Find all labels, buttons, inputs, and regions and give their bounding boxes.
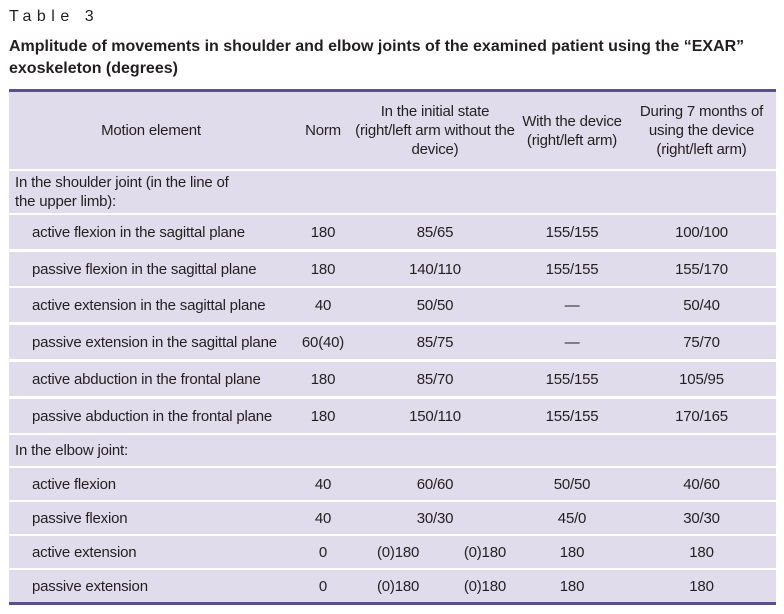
table-row: active flexion 40 60/60 50/50 40/60 xyxy=(9,468,776,500)
table-row: passive extension 0 (0)180 (0)180 180 18… xyxy=(9,570,776,602)
table-row: active extension in the sagittal plane 4… xyxy=(9,288,776,322)
cell-motion: passive abduction in the frontal plane xyxy=(32,407,273,425)
cell-initial-left: (0)180 xyxy=(463,543,506,561)
cell-initial: 30/30 xyxy=(416,509,454,527)
cell-norm: 0 xyxy=(318,577,328,595)
cell-initial: 85/75 xyxy=(416,333,454,351)
cell-months: 75/70 xyxy=(683,333,720,351)
table-row: passive extension in the sagittal plane … xyxy=(9,325,776,359)
cell-initial: 50/50 xyxy=(416,296,454,314)
cell-initial-right: (0)180 xyxy=(377,543,420,561)
cell-norm: 40 xyxy=(314,509,332,527)
cell-norm: 180 xyxy=(310,407,336,425)
cell-device: 50/50 xyxy=(553,475,591,493)
cell-months: 50/40 xyxy=(683,296,720,314)
cell-device: 155/155 xyxy=(545,370,599,388)
cell-initial: (0)180 (0)180 xyxy=(353,536,517,568)
cell-months: 180 xyxy=(689,577,714,595)
table-row: passive abduction in the frontal plane 1… xyxy=(9,399,776,433)
cell-motion: active extension in the sagittal plane xyxy=(32,296,266,314)
cell-motion: passive flexion in the sagittal plane xyxy=(32,260,257,278)
cell-initial: 140/110 xyxy=(409,260,461,278)
cell-device: 155/155 xyxy=(545,223,599,241)
cell-device: 180 xyxy=(559,543,585,561)
cell-norm: 180 xyxy=(310,223,336,241)
cell-norm: 180 xyxy=(310,260,336,278)
cell-device: — xyxy=(564,333,580,351)
cell-motion: passive extension in the sagittal plane xyxy=(32,333,277,351)
cell-initial: 85/65 xyxy=(416,223,454,241)
cell-device: 155/155 xyxy=(545,407,599,425)
header-motion-element: Motion element xyxy=(101,122,201,139)
cell-months: 180 xyxy=(689,543,714,561)
cell-motion: passive extension xyxy=(32,577,148,595)
cell-months: 30/30 xyxy=(683,509,720,527)
table-row: passive flexion in the sagittal plane 18… xyxy=(9,252,776,286)
table-label: Table 3 xyxy=(9,8,100,25)
table-row: active flexion in the sagittal plane 180… xyxy=(9,215,776,249)
cell-months: 100/100 xyxy=(675,223,728,241)
section-label-elbow: In the elbow joint: xyxy=(15,442,128,459)
cell-norm: 0 xyxy=(318,543,328,561)
table-caption: Amplitude of movements in shoulder and e… xyxy=(9,38,745,77)
cell-norm: 180 xyxy=(310,370,336,388)
table-row: active abduction in the frontal plane 18… xyxy=(9,362,776,396)
cell-norm: 40 xyxy=(314,475,332,493)
section-label-shoulder: In the shoulder joint (in the line of th… xyxy=(15,174,229,210)
cell-norm: 40 xyxy=(314,296,332,314)
cell-device: 45/0 xyxy=(557,509,587,527)
cell-motion: active abduction in the frontal plane xyxy=(32,370,261,388)
cell-initial: (0)180 (0)180 xyxy=(353,570,517,602)
cell-motion: active flexion xyxy=(32,475,116,493)
cell-months: 170/165 xyxy=(675,407,728,425)
header-with-device: With the device (right/left arm) xyxy=(522,112,622,149)
cell-initial: 60/60 xyxy=(416,475,454,493)
cell-norm: 60(40) xyxy=(301,333,345,351)
cell-months: 105/95 xyxy=(679,370,724,388)
cell-initial: 85/70 xyxy=(416,370,454,388)
table-row: passive flexion 40 30/30 45/0 30/30 xyxy=(9,502,776,534)
data-table: Motion element Norm In the initial state… xyxy=(9,89,776,605)
cell-device: — xyxy=(564,296,580,314)
cell-initial-right: (0)180 xyxy=(377,577,420,595)
table-header-row: Motion element Norm In the initial state… xyxy=(9,92,776,169)
section-row-elbow: In the elbow joint: xyxy=(9,435,776,466)
cell-motion: active flexion in the sagittal plane xyxy=(32,223,245,241)
cell-device: 155/155 xyxy=(545,260,599,278)
header-initial-state: In the initial state (right/left arm wit… xyxy=(355,103,515,158)
section-row-shoulder: In the shoulder joint (in the line of th… xyxy=(9,171,776,213)
cell-months: 40/60 xyxy=(683,475,720,493)
header-norm: Norm xyxy=(305,122,341,139)
table-row: active extension 0 (0)180 (0)180 180 180 xyxy=(9,536,776,568)
cell-device: 180 xyxy=(559,577,585,595)
cell-initial-left: (0)180 xyxy=(463,577,506,595)
cell-motion: active extension xyxy=(32,543,137,561)
cell-motion: passive flexion xyxy=(32,509,128,527)
header-seven-months: During 7 months of using the device (rig… xyxy=(639,103,764,158)
cell-initial: 150/110 xyxy=(409,407,461,425)
cell-months: 155/170 xyxy=(675,260,728,278)
